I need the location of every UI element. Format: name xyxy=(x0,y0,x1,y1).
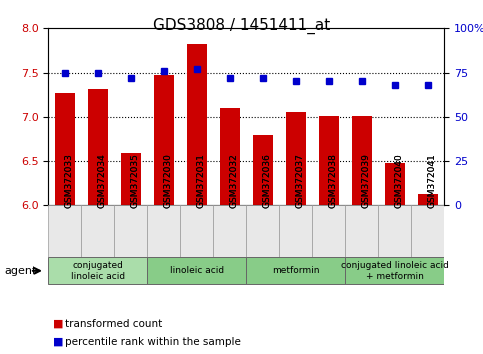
Bar xyxy=(319,116,339,205)
Text: GSM372040: GSM372040 xyxy=(395,153,404,208)
Bar xyxy=(286,113,306,205)
Text: ■: ■ xyxy=(53,319,64,329)
FancyBboxPatch shape xyxy=(48,257,147,284)
Text: GSM372035: GSM372035 xyxy=(131,153,140,208)
Text: GSM372041: GSM372041 xyxy=(428,153,437,208)
Text: GSM372039: GSM372039 xyxy=(362,153,371,208)
FancyBboxPatch shape xyxy=(147,257,246,284)
Text: GSM372037: GSM372037 xyxy=(296,153,305,208)
Bar xyxy=(352,116,372,205)
Text: GSM372039: GSM372039 xyxy=(362,153,371,208)
Text: GSM372030: GSM372030 xyxy=(164,153,173,208)
Bar xyxy=(246,205,279,257)
Bar xyxy=(279,205,313,257)
Bar xyxy=(378,205,412,257)
Bar xyxy=(220,108,240,205)
Text: GSM372037: GSM372037 xyxy=(296,153,305,208)
Text: GSM372032: GSM372032 xyxy=(230,153,239,208)
Text: GSM372038: GSM372038 xyxy=(329,153,338,208)
Bar xyxy=(154,75,174,205)
Bar xyxy=(114,205,147,257)
Text: GDS3808 / 1451411_at: GDS3808 / 1451411_at xyxy=(153,18,330,34)
Text: GSM372031: GSM372031 xyxy=(197,153,206,208)
Text: transformed count: transformed count xyxy=(65,319,162,329)
Text: GSM372035: GSM372035 xyxy=(131,153,140,208)
Bar xyxy=(385,163,405,205)
Bar xyxy=(412,205,444,257)
Bar xyxy=(313,205,345,257)
Bar xyxy=(187,44,207,205)
Text: GSM372034: GSM372034 xyxy=(98,153,107,208)
Text: GSM372040: GSM372040 xyxy=(395,153,404,208)
Bar xyxy=(180,205,213,257)
Text: GSM372033: GSM372033 xyxy=(65,153,74,208)
Bar xyxy=(81,205,114,257)
Bar xyxy=(213,205,246,257)
Text: GSM372041: GSM372041 xyxy=(428,153,437,208)
Text: GSM372038: GSM372038 xyxy=(329,153,338,208)
FancyBboxPatch shape xyxy=(246,257,345,284)
Text: conjugated linoleic acid
+ metformin: conjugated linoleic acid + metformin xyxy=(341,261,449,280)
Bar xyxy=(48,205,81,257)
FancyBboxPatch shape xyxy=(345,257,444,284)
Bar xyxy=(418,194,438,205)
Bar xyxy=(88,88,108,205)
Text: agent: agent xyxy=(5,266,37,276)
Text: conjugated
linoleic acid: conjugated linoleic acid xyxy=(71,261,125,280)
Bar xyxy=(345,205,378,257)
Text: linoleic acid: linoleic acid xyxy=(170,266,224,275)
Text: GSM372031: GSM372031 xyxy=(197,153,206,208)
Bar xyxy=(55,93,75,205)
Bar xyxy=(121,153,141,205)
Text: metformin: metformin xyxy=(272,266,320,275)
Text: GSM372030: GSM372030 xyxy=(164,153,173,208)
Text: percentile rank within the sample: percentile rank within the sample xyxy=(65,337,241,347)
Text: GSM372036: GSM372036 xyxy=(263,153,272,208)
Text: GSM372033: GSM372033 xyxy=(65,153,74,208)
Text: GSM372034: GSM372034 xyxy=(98,153,107,208)
Bar xyxy=(253,135,273,205)
Text: ■: ■ xyxy=(53,337,64,347)
Bar xyxy=(147,205,180,257)
Text: GSM372032: GSM372032 xyxy=(230,153,239,208)
Text: GSM372036: GSM372036 xyxy=(263,153,272,208)
